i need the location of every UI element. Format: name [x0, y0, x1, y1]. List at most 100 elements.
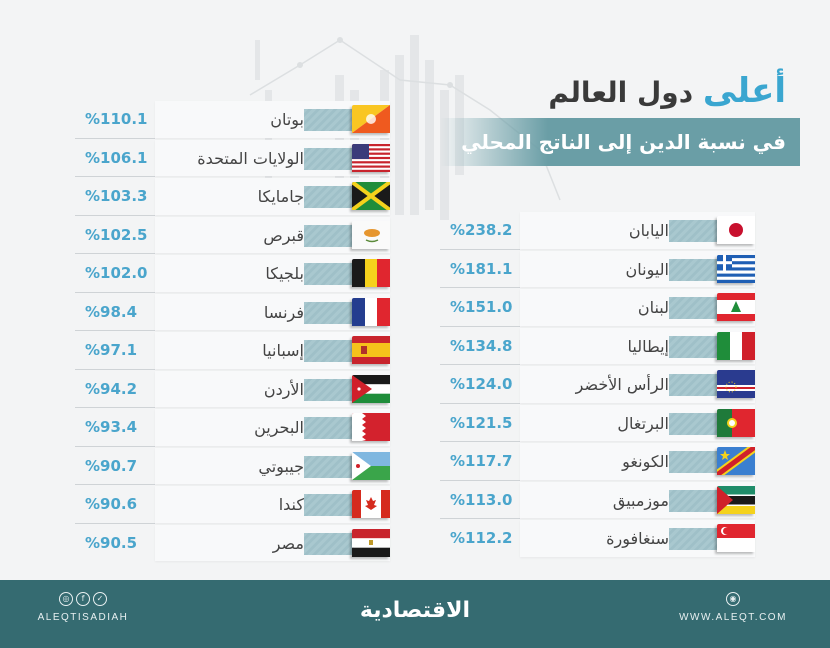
bar — [669, 220, 719, 242]
list-item: %94.2 الأردن — [75, 370, 390, 408]
debt-value: %181.1 — [440, 250, 520, 288]
list-item: %124.0 الرأس الأخضر — [440, 365, 755, 404]
debt-value: %112.2 — [450, 529, 513, 547]
country-name: إسبانيا — [262, 341, 304, 360]
list-item: %121.5 البرتغال — [440, 404, 755, 442]
debt-value: %134.8 — [440, 327, 520, 365]
page-title: أعلى دول العالم — [440, 68, 800, 116]
left-country-list: %110.1 بوتان %106.1 الولايات المتحدة %103.… — [75, 100, 390, 562]
list-item: %106.1 الولايات المتحدة — [75, 139, 390, 177]
congo-flag-icon — [717, 447, 755, 475]
list-item: %90.6 كندا — [75, 485, 390, 524]
bar — [669, 528, 719, 550]
bar — [304, 340, 354, 362]
singapore-flag-icon — [717, 524, 755, 552]
lebanon-flag-icon — [717, 293, 755, 321]
website-link[interactable]: WWW.ALEQT.COM — [679, 612, 787, 623]
country-name: جامايكا — [257, 187, 304, 206]
country-name: موزمبيق — [612, 490, 669, 510]
djibouti-flag-icon — [352, 451, 390, 480]
instagram-icon[interactable]: ◎ — [59, 592, 73, 606]
social-handle[interactable]: ALEQTISADIAH — [37, 612, 129, 623]
country-name: سنغافورة — [606, 529, 669, 548]
subtitle-band: في نسبة الدين إلى الناتج المحلي — [440, 118, 800, 166]
country-name: بلجيكا — [265, 264, 304, 283]
italy-flag-icon — [717, 331, 755, 360]
bar — [304, 301, 354, 324]
website-block: ◉ WWW.ALEQT.COM — [678, 592, 788, 623]
title-rest: دول العالم — [548, 76, 694, 109]
social-block: ◎ f ✓ ALEQTISADIAH — [28, 592, 138, 623]
debt-value: %102.0 — [75, 254, 155, 293]
logo: الاقتصادية — [359, 598, 470, 623]
canada-flag-icon — [352, 490, 390, 518]
list-item: %102.5 قبرص — [75, 216, 390, 254]
right-country-list: %238.2 اليابان %181.1 اليونان %151.0 لبنان … — [440, 211, 755, 558]
facebook-icon[interactable]: f — [76, 592, 90, 606]
bar — [669, 335, 719, 358]
country-name: بوتان — [270, 110, 304, 129]
debt-value: %117.7 — [440, 442, 520, 481]
usa-flag-icon — [352, 143, 390, 172]
debt-value: %97.1 — [75, 331, 155, 370]
bar — [669, 489, 719, 512]
country-name: اليابان — [628, 221, 669, 240]
list-item: %98.4 فرنسا — [75, 293, 390, 331]
country-name: الكونغو — [622, 452, 669, 471]
footer: ◎ f ✓ ALEQTISADIAH الاقتصادية ◉ WWW.ALEQ… — [0, 580, 830, 648]
list-item: %151.0 لبنان — [440, 288, 755, 327]
country-name: البرتغال — [617, 413, 669, 433]
portugal-flag-icon — [717, 408, 755, 437]
bar — [669, 451, 719, 473]
country-name: إيطاليا — [627, 336, 669, 356]
list-item: %181.1 اليونان — [440, 250, 755, 288]
debt-value: %121.5 — [440, 404, 520, 442]
debt-value: %106.1 — [75, 139, 155, 177]
bar — [304, 224, 354, 247]
debt-value: %113.0 — [440, 481, 520, 519]
cyprus-flag-icon — [352, 220, 390, 249]
debt-value: %90.5 — [85, 533, 138, 552]
debt-value: %102.5 — [75, 216, 155, 254]
debt-value: %98.4 — [75, 293, 155, 331]
twitter-icon[interactable]: ✓ — [93, 592, 107, 606]
bar — [304, 186, 354, 208]
debt-value: %94.2 — [75, 370, 155, 408]
greece-flag-icon — [717, 254, 755, 283]
list-item: %90.5 مصر — [75, 524, 390, 563]
list-item: %90.7 جيبوتي — [75, 447, 390, 485]
title-accent: أعلى — [702, 71, 786, 111]
japan-flag-icon — [717, 216, 755, 244]
list-item: %134.8 إيطاليا — [440, 327, 755, 365]
country-name: الولايات المتحدة — [197, 148, 304, 168]
mozambique-flag-icon — [717, 485, 755, 514]
country-name: قبرص — [263, 225, 304, 245]
bar — [304, 417, 354, 439]
bar — [669, 297, 719, 319]
debt-value: %124.0 — [440, 365, 520, 404]
bar — [669, 258, 719, 281]
title-block: أعلى دول العالم في نسبة الدين إلى الناتج… — [440, 68, 800, 166]
bar — [304, 532, 354, 555]
country-name: فرنسا — [263, 302, 304, 322]
debt-value: %93.4 — [75, 408, 155, 447]
list-item: %102.0 بلجيكا — [75, 254, 390, 293]
list-item: %238.2 اليابان — [440, 211, 755, 250]
egypt-flag-icon — [352, 528, 390, 557]
bar — [304, 378, 354, 401]
bhutan-flag-icon — [352, 105, 390, 133]
country-name: مصر — [272, 533, 304, 553]
globe-icon: ◉ — [726, 592, 740, 606]
country-name: اليونان — [625, 259, 670, 279]
bar — [304, 109, 354, 131]
country-name: لبنان — [637, 298, 669, 317]
bar — [304, 494, 354, 516]
bar — [304, 455, 354, 478]
bar — [669, 374, 719, 396]
list-item: %113.0 موزمبيق — [440, 481, 755, 519]
list-item: %103.3 جامايكا — [75, 177, 390, 216]
bar — [304, 263, 354, 285]
debt-value: %110.1 — [75, 100, 155, 139]
country-name: جيبوتي — [258, 456, 304, 476]
list-item: %93.4 البحرين — [75, 408, 390, 447]
